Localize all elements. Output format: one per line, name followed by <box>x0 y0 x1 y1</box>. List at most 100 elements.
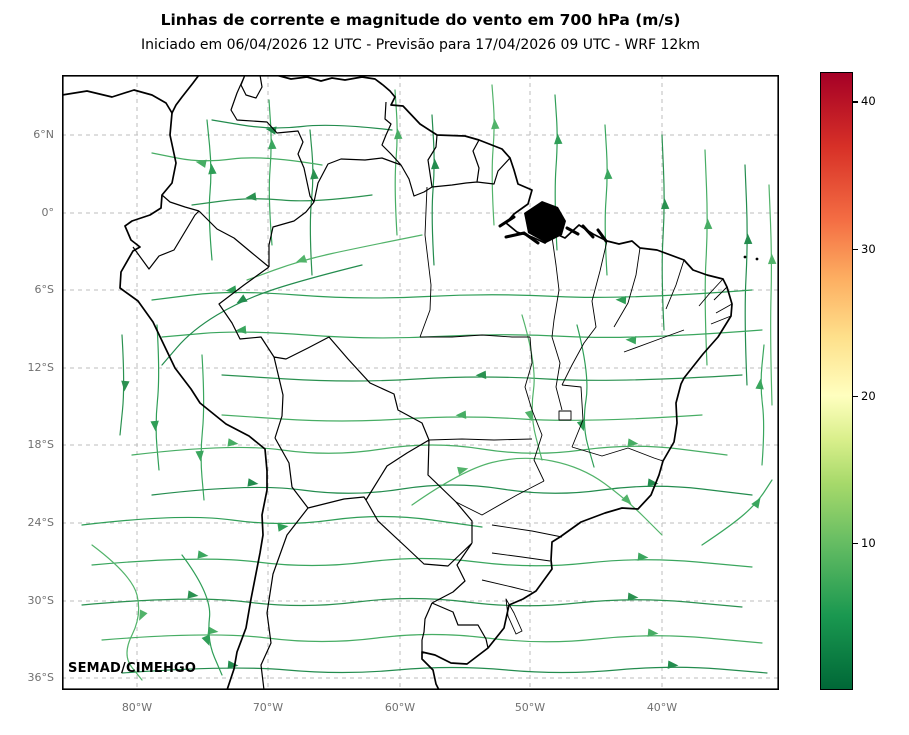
streamline <box>268 99 273 246</box>
lat-tick-label: 6°N <box>33 128 54 141</box>
streamline-arrow <box>604 168 613 180</box>
colorbar-gradient <box>821 73 852 689</box>
streamline <box>768 184 773 406</box>
coastline-caribbean <box>62 75 200 114</box>
streamline-arrow <box>195 159 207 168</box>
lat-tick-label: 12°S <box>27 361 54 374</box>
streamline <box>521 314 543 461</box>
streamline-arrow <box>554 133 563 145</box>
streamline <box>200 354 205 501</box>
coastline-layer <box>62 75 759 690</box>
streamline <box>151 152 323 166</box>
lon-tick-label: 40°W <box>646 701 678 714</box>
colorbar-tick-mark <box>853 248 858 250</box>
streamline-arrow <box>625 336 637 345</box>
lake-maracaibo <box>240 75 263 99</box>
streamline-arrow <box>667 660 679 669</box>
streamline-arrow <box>455 410 467 419</box>
colorbar-tick-label: 10 <box>861 535 876 550</box>
streamline-arrow <box>150 420 159 432</box>
streamline-arrow <box>703 218 713 230</box>
colorbar-tick-mark <box>853 101 858 103</box>
streamline-arrow <box>227 438 239 447</box>
colorbar-tick-label: 20 <box>861 388 876 403</box>
streamline <box>131 444 728 456</box>
page-subtitle: Iniciado em 06/04/2026 12 UTC - Previsão… <box>140 37 701 53</box>
streamline <box>491 84 495 226</box>
streamline-arrow <box>310 168 319 180</box>
streamline-arrow <box>268 138 277 150</box>
lon-tick-label: 80°W <box>121 701 153 714</box>
graticule-gridlines <box>62 75 779 690</box>
streamline <box>411 457 663 536</box>
streamline-arrow <box>208 163 217 175</box>
streamline <box>221 414 703 422</box>
streamline-arrow <box>627 592 639 601</box>
streamline-arrow <box>121 380 130 392</box>
page-title: Linhas de corrente e magnitude do vento … <box>160 11 681 29</box>
streamline-arrow <box>615 296 627 305</box>
coastline-pacific <box>119 112 268 690</box>
map-frame <box>62 75 779 690</box>
streamline-arrow <box>637 552 649 561</box>
streamline <box>91 557 753 568</box>
streamline <box>151 484 753 496</box>
streamline-arrow <box>265 126 277 135</box>
streamline-arrow <box>767 253 777 265</box>
streamline <box>206 119 213 261</box>
streamline-arrow <box>225 285 237 294</box>
streamline-arrow <box>247 478 259 487</box>
island-dot <box>743 255 747 259</box>
colorbar-tick-mark <box>853 542 858 545</box>
streamline-arrow <box>660 198 670 210</box>
streamline-arrow <box>491 118 500 130</box>
streamline <box>576 324 595 468</box>
lat-tick-label: 36°S <box>27 671 54 684</box>
colorbar-tick-mark <box>853 395 858 397</box>
streamline-arrow <box>187 590 199 599</box>
streamline-arrow <box>647 478 659 487</box>
streamline-arrow <box>201 634 210 646</box>
streamline-arrow <box>207 626 219 635</box>
state-borders <box>419 186 733 635</box>
lat-tick-label: 6°S <box>34 283 54 296</box>
streamline <box>191 194 373 206</box>
colorbar <box>820 72 853 690</box>
streamline-arrow <box>457 466 469 476</box>
streamline <box>91 544 143 681</box>
streamline <box>161 329 763 339</box>
streamline-arrow <box>394 128 403 140</box>
lat-tick-label: 30°S <box>27 594 54 607</box>
streamline <box>760 344 765 466</box>
lon-tick-label: 70°W <box>252 701 284 714</box>
map-credit: SEMAD/CIMEHGO <box>68 661 197 676</box>
streamline <box>181 554 223 676</box>
streamline-arrow <box>755 378 764 390</box>
streamline <box>246 234 423 281</box>
streamline-arrow <box>245 192 257 201</box>
streamline <box>151 289 753 301</box>
streamline-arrow <box>197 550 209 559</box>
streamline <box>701 479 773 546</box>
streamline-arrow <box>295 254 308 263</box>
streamlines-layer <box>81 84 777 681</box>
amazon-delta-fill <box>524 201 566 243</box>
colorbar-tick-label: 40 <box>861 94 876 109</box>
streamline <box>211 119 393 131</box>
streamline <box>431 114 435 266</box>
streamline-arrow <box>751 497 761 509</box>
map-svg <box>62 75 779 690</box>
streamline <box>155 324 160 471</box>
streamline-arrow <box>195 450 204 462</box>
lat-tick-label: 0° <box>41 206 55 219</box>
amazon-delta <box>498 201 608 245</box>
lon-tick-label: 60°W <box>384 701 416 714</box>
streamline <box>121 666 768 674</box>
streamline-arrow <box>227 660 239 669</box>
lat-tick-label: 18°S <box>27 438 54 451</box>
country-borders <box>132 75 511 690</box>
streamline <box>81 597 743 608</box>
amazon-river-strokes <box>498 215 608 245</box>
streamline-arrow <box>647 628 659 637</box>
streamline <box>221 374 743 382</box>
